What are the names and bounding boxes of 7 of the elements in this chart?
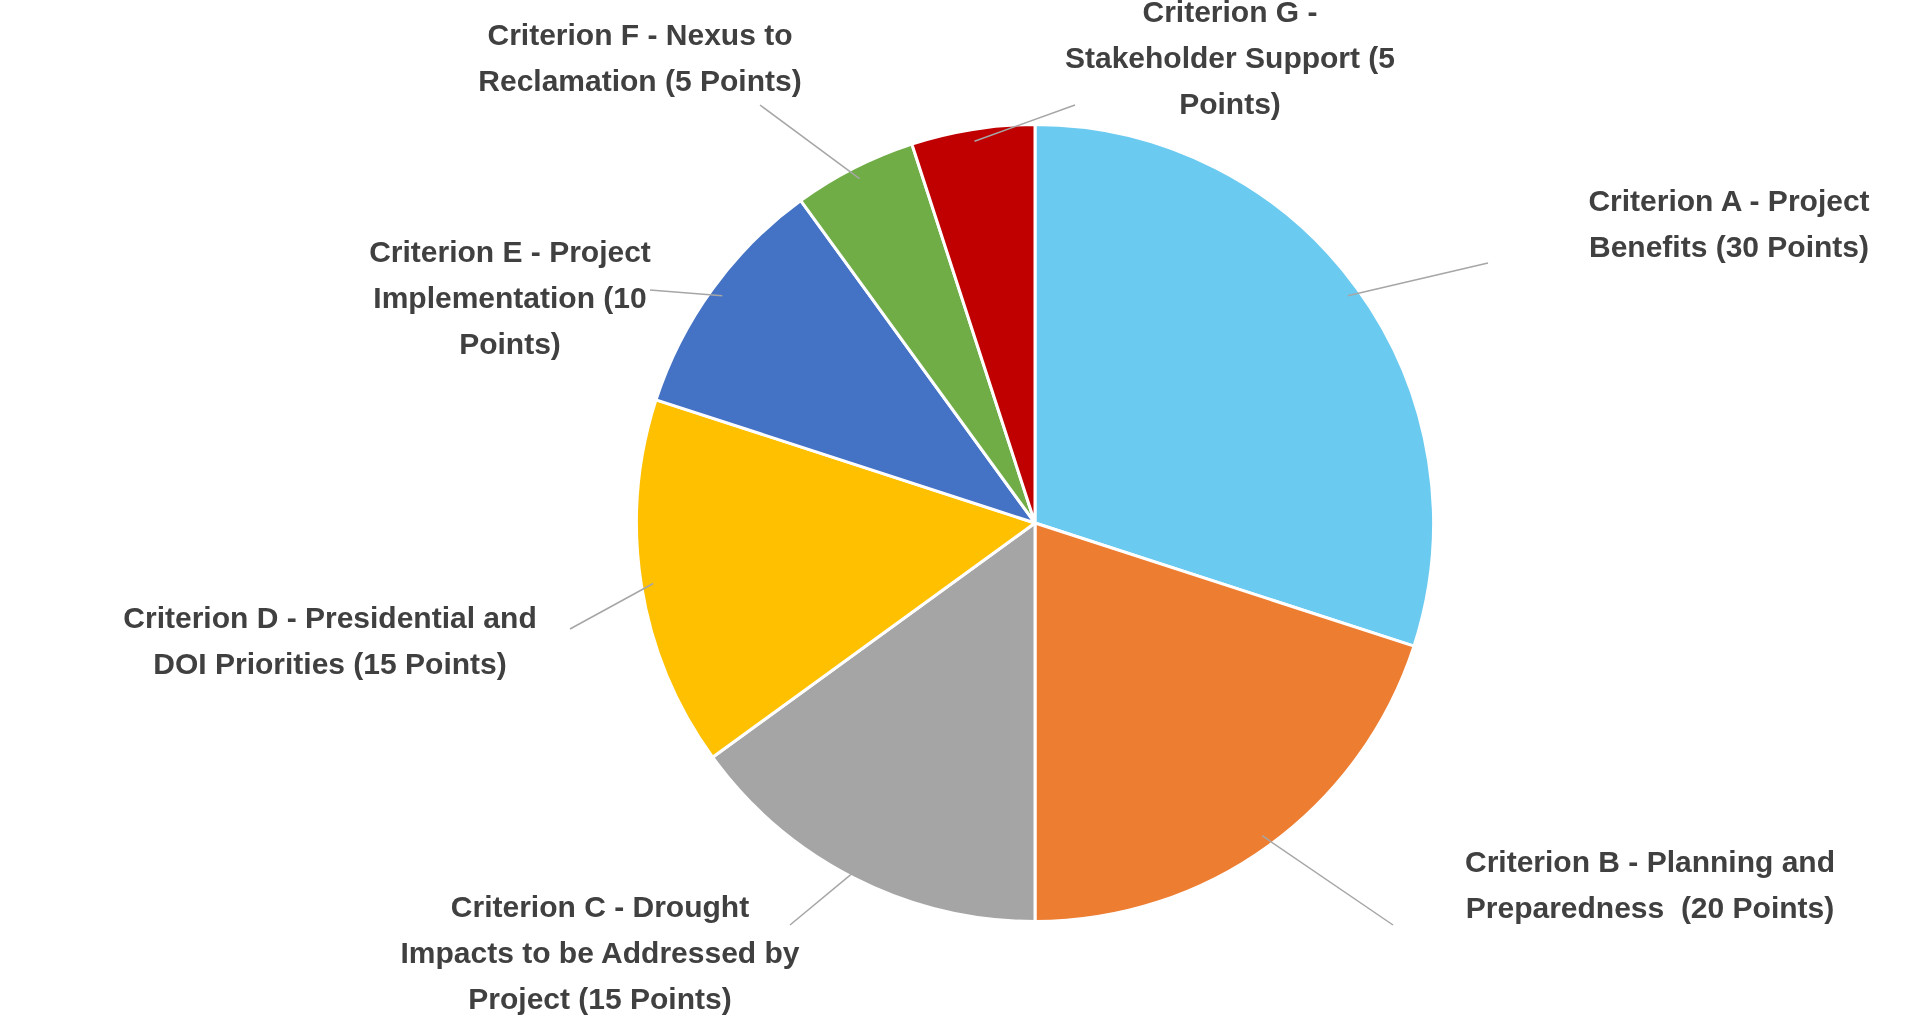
slice-label: Criterion C - Drought Impacts to be Addressed by Project (15 Points) <box>400 890 800 1016</box>
slice-label: Criterion B - Planning and Preparedness (20 Points) <box>1464 845 1836 925</box>
slice-label: Criterion E - Project Implementation (10 Points) <box>369 235 651 361</box>
slice-label: Criterion D - Presidential and DOI Priorities (15 Points) <box>123 601 537 681</box>
slice-label: Criterion G - Stakeholder Support (5 Points) <box>1064 0 1396 121</box>
slice-label: Criterion A - Project Benefits (30 Points) <box>1588 184 1870 264</box>
slice-label: Criterion F - Nexus to Reclamation (5 Points) <box>478 18 802 98</box>
